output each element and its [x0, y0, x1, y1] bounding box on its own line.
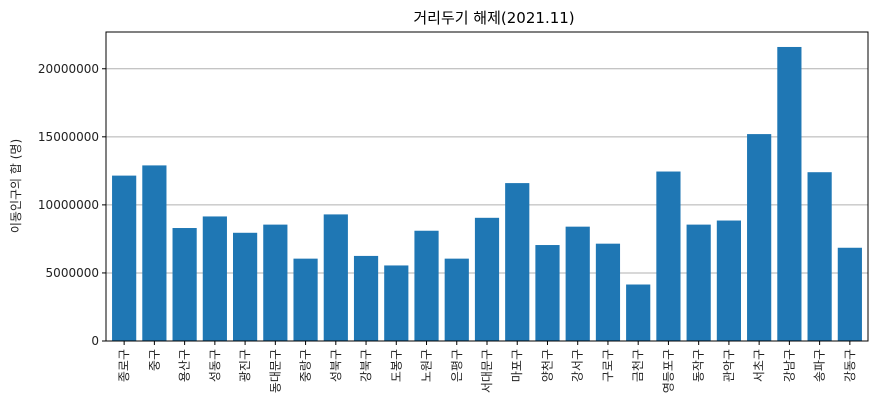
bar [595, 243, 621, 341]
bar [263, 224, 288, 341]
bar [656, 171, 681, 341]
bar [565, 226, 590, 341]
bar [202, 216, 227, 341]
x-tick-label: 광진구 [238, 349, 252, 382]
x-tick-label: 성동구 [208, 349, 222, 382]
bar [716, 220, 741, 341]
x-tick-label: 관악구 [722, 349, 736, 382]
x-tick-label: 용산구 [178, 349, 192, 382]
bar [384, 265, 409, 341]
x-tick-label: 서대문구 [480, 349, 494, 393]
x-tick-label: 양천구 [539, 349, 554, 382]
x-tick-label: 중구 [147, 349, 161, 371]
x-tick-label: 금천구 [630, 349, 645, 382]
x-tick-label: 송파구 [813, 349, 827, 382]
x-ticks: 종로구 중구 용산구 성동구 광진구 동대문구 중랑구 성북구 강북구 도봉구 노원구 은평구 서대문구… [117, 341, 857, 393]
x-tick-label: 영등포구 [661, 349, 675, 393]
bar [293, 258, 318, 341]
bar [414, 230, 439, 341]
bar [747, 134, 772, 341]
bar [777, 46, 802, 341]
bar [505, 183, 530, 341]
x-tick-label: 강동구 [843, 349, 857, 382]
bar [686, 224, 711, 341]
bars [112, 46, 862, 341]
bar [233, 232, 258, 341]
bar [172, 228, 197, 341]
bar [353, 255, 379, 341]
y-axis-label: 이동인구의 합 (명) [9, 139, 23, 233]
bar [444, 258, 469, 341]
x-tick-label: 동대문구 [268, 349, 282, 393]
y-tick-label: 5000000 [46, 266, 99, 280]
x-tick-label: 강북구 [359, 349, 373, 382]
bar [837, 247, 862, 341]
bar [323, 214, 348, 341]
bar [535, 245, 560, 341]
y-ticks: 0 5000000 10000000 15000000 20000000 [38, 62, 106, 348]
x-tick-label: 마포구 [510, 349, 524, 382]
x-tick-label: 동작구 [692, 349, 706, 382]
x-tick-label: 성북구 [329, 349, 343, 382]
x-tick-label: 구로구 [601, 349, 615, 382]
x-tick-label: 강서구 [571, 349, 585, 382]
y-tick-label: 15000000 [38, 130, 99, 144]
bar [112, 175, 137, 341]
chart-title: 거리두기 해제(2021.11) [413, 9, 574, 27]
bar [474, 217, 500, 341]
x-tick-label: 도봉구 [389, 349, 403, 382]
y-tick-label: 20000000 [38, 62, 99, 76]
bar [626, 284, 651, 341]
x-tick-label: 강남구 [782, 349, 796, 382]
x-tick-label: 종로구 [117, 349, 131, 382]
y-tick-label: 10000000 [38, 198, 99, 212]
x-tick-label: 서초구 [752, 349, 766, 382]
x-tick-label: 중랑구 [299, 349, 313, 382]
bar [142, 165, 167, 341]
y-tick-label: 0 [91, 334, 99, 348]
x-tick-label: 노원구 [420, 349, 434, 382]
bar [807, 172, 832, 341]
x-tick-label: 은평구 [450, 349, 464, 382]
